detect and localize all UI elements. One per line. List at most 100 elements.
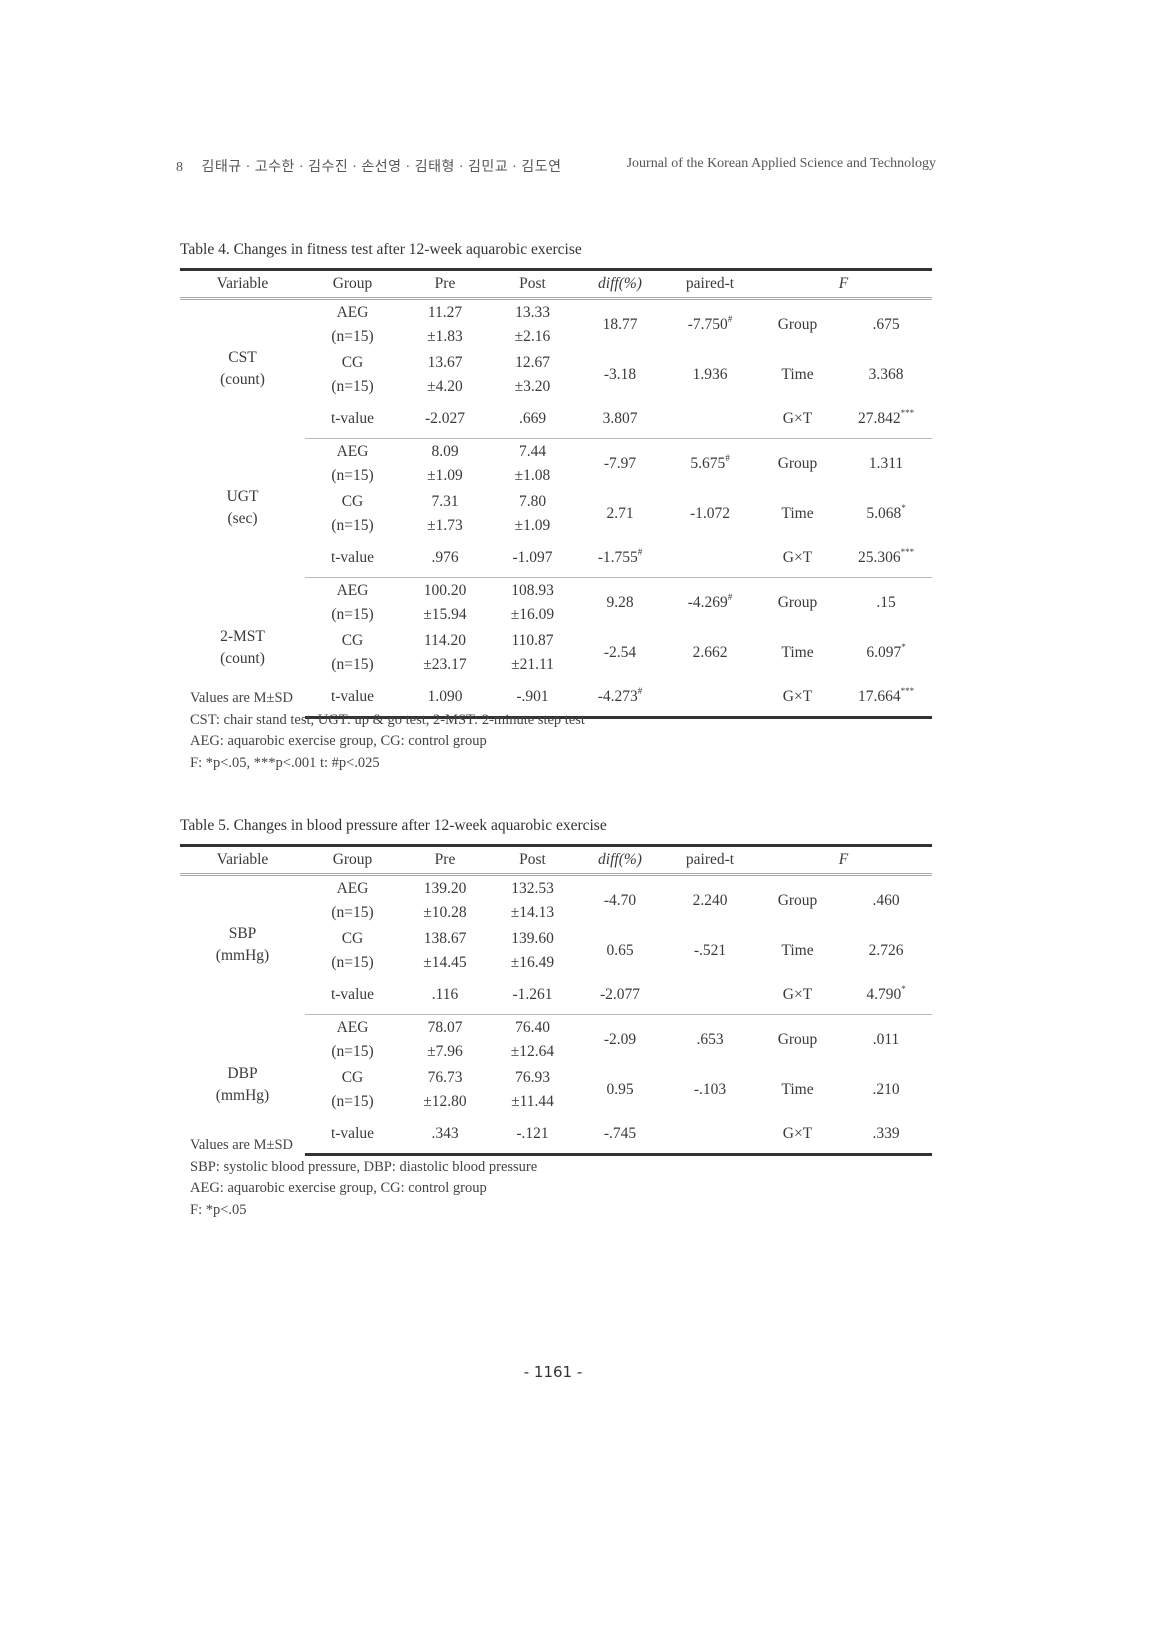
f-value: .15: [876, 594, 896, 611]
post-mean: 139.60: [511, 930, 554, 947]
significance-mark: ***: [900, 408, 915, 418]
f-label-cell: Time: [755, 1065, 840, 1115]
t-value-label: t-value: [330, 1125, 375, 1142]
group-cell: CG (n=15): [305, 926, 400, 976]
variable-cell: UGT (sec): [180, 439, 305, 578]
paired-t-value: 2.662: [692, 644, 728, 661]
table-note: AEG: aquarobic exercise group, CG: contr…: [190, 733, 487, 749]
pre-cell: 76.73 ±12.80: [400, 1065, 490, 1115]
pre-cell: 78.07 ±7.96: [400, 1015, 490, 1066]
variable-cell: DBP (mmHg): [180, 1015, 305, 1155]
post-value: -1.261: [512, 986, 553, 1003]
significance-mark: ***: [900, 547, 915, 557]
f-label: G×T: [782, 549, 813, 566]
table-row: t-value -2.027 .669 3.807 G×T 27.842***: [180, 400, 932, 439]
diff-value: -2.077: [599, 986, 641, 1003]
f-label-cell: Group: [755, 439, 840, 490]
f-value-cell: .15: [840, 578, 932, 629]
post-mean: 132.53: [511, 880, 554, 897]
header-row: Variable Group Pre Post diff(%) paired-t…: [180, 268, 932, 300]
pre-cell: 13.67 ±4.20: [400, 350, 490, 400]
post-mean: 108.93: [511, 582, 554, 599]
f-label: Group: [777, 892, 818, 909]
pre-sd: ±23.17: [423, 656, 467, 673]
pre-cell: -2.027: [400, 400, 490, 439]
table-note: Values are M±SD: [190, 690, 293, 706]
f-label: Time: [781, 942, 814, 959]
variable-cell: SBP (mmHg): [180, 875, 305, 1015]
post-cell: 7.80 ±1.09: [490, 489, 575, 539]
f-value: 3.368: [868, 366, 904, 383]
post-value: -.901: [516, 688, 549, 705]
post-sd: ±1.09: [514, 517, 551, 534]
pre-mean: 114.20: [423, 632, 467, 649]
post-mean: 7.80: [518, 493, 547, 510]
paired-cell: .653: [665, 1015, 755, 1066]
paired-t-value: 1.936: [692, 366, 728, 383]
diff-value: -2.09: [603, 1031, 637, 1048]
col-post: Post: [490, 268, 575, 300]
f-label: Group: [777, 316, 818, 333]
f-value-cell: 3.368: [840, 350, 932, 400]
pre-value: .116: [431, 986, 459, 1003]
group-name: CG: [341, 632, 364, 649]
paired-cell: [665, 976, 755, 1015]
pre-cell: 1.090: [400, 678, 490, 719]
pre-cell: .976: [400, 539, 490, 578]
diff-cell: -4.70: [575, 875, 665, 927]
paired-cell: 2.662: [665, 628, 755, 678]
table-row: t-value .116 -1.261 -2.077 G×T 4.790*: [180, 976, 932, 1015]
paired-t-value: -4.269: [687, 594, 728, 611]
f-label-cell: G×T: [755, 976, 840, 1015]
table-row: UGT (sec) AEG (n=15) 8.09 ±1.09 7.44 ±1.08 -7…: [180, 439, 932, 527]
f-label: Time: [781, 644, 814, 661]
paired-cell: -1.072: [665, 489, 755, 539]
f-value-cell: 17.664***: [840, 678, 932, 719]
pre-mean: 100.20: [423, 582, 467, 599]
running-head: 8 김태규 · 고수한 · 김수진 · 손선영 · 김태형 · 김민교 · 김도…: [176, 156, 936, 176]
significance-mark: #: [727, 592, 733, 602]
pre-mean: 7.31: [431, 493, 459, 510]
col-paired-t: paired-t: [665, 844, 755, 876]
table-row: t-value 1.090 -.901 -4.273# G×T 17.664**…: [180, 678, 932, 719]
group-cell: t-value: [305, 400, 400, 439]
pre-value: .976: [431, 549, 459, 566]
diff-cell: 3.807: [575, 400, 665, 439]
f-value: 4.790: [866, 986, 902, 1003]
t-value-label: t-value: [330, 549, 375, 566]
paired-cell: [665, 539, 755, 578]
f-value: .460: [872, 892, 900, 909]
diff-cell: -2.09: [575, 1015, 665, 1066]
table-5: Variable Group Pre Post diff(%) paired-t…: [180, 844, 932, 1156]
table-note: CST: chair stand test, UGT: up & go test…: [190, 711, 585, 728]
f-value-cell: 5.068*: [840, 489, 932, 539]
f-label: Time: [781, 505, 814, 522]
pre-mean: 139.20: [423, 880, 467, 897]
paired-t-value: -.103: [693, 1081, 727, 1098]
group-name: AEG: [336, 582, 369, 599]
post-sd: ±16.49: [510, 954, 555, 971]
table-row: CG (n=15) 76.73 ±12.80 76.93 ±11.44 0.95 -.…: [180, 1065, 932, 1115]
table-4-notes: Values are M±SD CST: chair stand test, UG…: [190, 688, 585, 774]
group-name: CG: [341, 930, 364, 947]
group-name: CG: [341, 1069, 364, 1086]
paired-t-value: -7.750: [687, 316, 728, 333]
pre-sd: ±14.45: [423, 954, 467, 971]
col-pre: Pre: [400, 844, 490, 876]
significance-mark: #: [725, 453, 730, 463]
post-cell: 139.60 ±16.49: [490, 926, 575, 976]
f-label: Group: [777, 1031, 818, 1048]
diff-value: 9.28: [606, 594, 634, 611]
f-label: Group: [777, 455, 818, 472]
pre-value: 1.090: [427, 688, 463, 705]
post-cell: 132.53 ±14.13: [490, 875, 575, 927]
post-sd: ±21.11: [511, 656, 554, 673]
diff-value: -.745: [603, 1125, 637, 1142]
col-paired-t: paired-t: [665, 268, 755, 300]
table-row: CST (count) AEG (n=15) 11.27 ±1.83 13.33 ±2.1…: [180, 299, 932, 388]
pre-sd: ±15.94: [423, 606, 467, 623]
f-value: 27.842: [857, 410, 901, 427]
f-label-cell: Group: [755, 875, 840, 927]
variable-name: 2-MST: [220, 627, 265, 645]
f-value-cell: 1.311: [840, 439, 932, 490]
